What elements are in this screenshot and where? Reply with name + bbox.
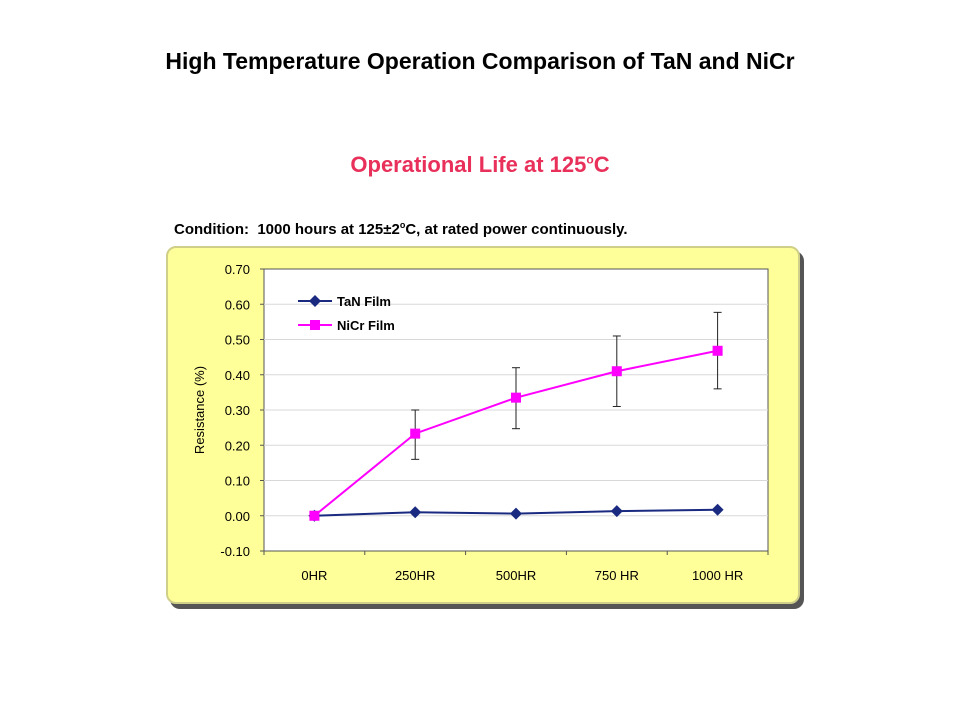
resistance-chart: 0.70 0.60 0.50 0.40 0.30 0.20 0.10 0.00 -0.10 0HR… <box>192 262 769 583</box>
legend-label: TaN Film <box>337 294 391 309</box>
x-tick-label: 750 HR <box>595 568 639 583</box>
x-tick-label: 1000 HR <box>692 568 743 583</box>
data-point <box>712 345 723 356</box>
condition-label: Condition: <box>174 221 249 238</box>
data-point <box>711 503 724 516</box>
condition-note: Condition: 1000 hours at 125±2oC, at rat… <box>174 220 628 238</box>
y-tick-label: 0.10 <box>225 474 250 489</box>
y-tick-label: 0.50 <box>225 333 250 348</box>
legend-marker <box>309 295 321 307</box>
data-point <box>409 506 422 519</box>
slide-title: High Temperature Operation Comparison of… <box>165 48 795 74</box>
y-tick-label: 0.70 <box>225 262 250 277</box>
y-tick-label: 0.60 <box>225 297 250 312</box>
x-tick-label: 250HR <box>395 568 435 583</box>
data-point <box>511 392 521 403</box>
y-tick-label: -0.10 <box>220 544 250 559</box>
condition-degree: o <box>399 220 406 230</box>
x-tick-label: 500HR <box>496 568 536 583</box>
data-point <box>309 510 320 521</box>
y-tick-label: 0.40 <box>225 368 250 383</box>
chart-title: Operational Life at 125oC <box>0 152 960 178</box>
degree-symbol: o <box>586 152 594 167</box>
data-point <box>510 507 522 520</box>
y-tick-label: 0.20 <box>225 438 250 453</box>
data-point <box>610 505 623 518</box>
data-point <box>611 366 622 377</box>
condition-text-a: 1000 hours at 125±2 <box>257 221 400 238</box>
legend-label: NiCr Film <box>337 318 395 333</box>
chart-title-end: C <box>593 152 610 177</box>
y-axis-label: Resistance (%) <box>192 366 207 454</box>
y-tick-label: 0.30 <box>225 403 250 418</box>
x-tick-label: 0HR <box>301 568 327 583</box>
chart-title-main: Operational Life at 125 <box>350 152 587 177</box>
condition-text-b: C, at rated power continuously. <box>405 221 628 238</box>
y-tick-label: 0.00 <box>225 509 250 524</box>
data-point <box>410 428 421 439</box>
legend-marker <box>310 320 320 330</box>
